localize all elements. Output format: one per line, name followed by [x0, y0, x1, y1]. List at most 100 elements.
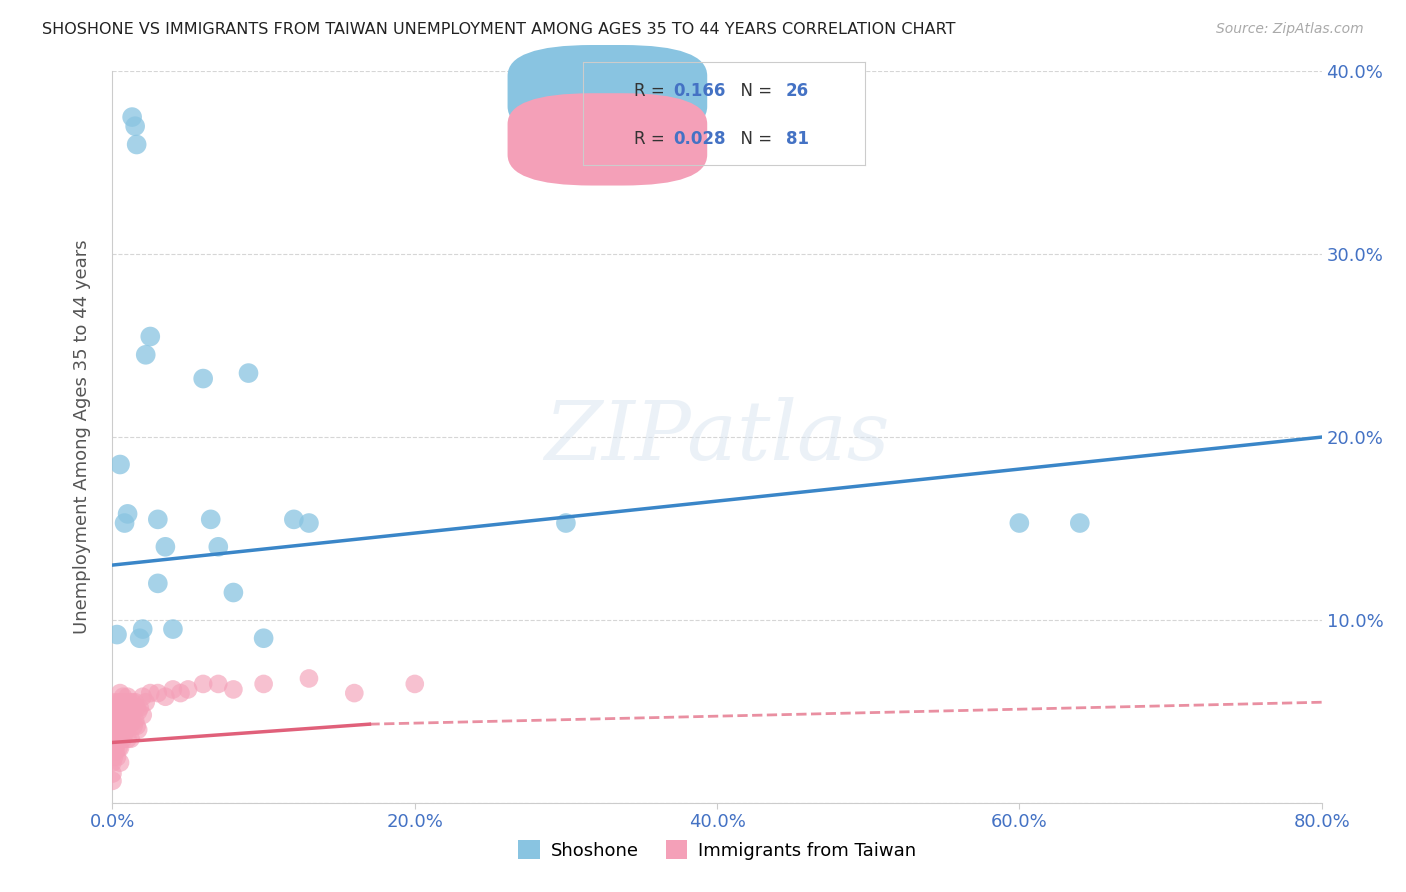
Point	[107, 714, 129, 728]
Point	[110, 726, 132, 740]
Point	[120, 700, 142, 714]
Text: N =: N =	[730, 130, 778, 148]
Point	[132, 690, 155, 704]
Point	[105, 723, 128, 737]
Point	[115, 700, 138, 714]
Point	[101, 766, 124, 780]
Point	[101, 705, 124, 719]
Point	[139, 329, 162, 343]
Point	[108, 700, 131, 714]
Point	[127, 705, 149, 719]
Point	[104, 731, 127, 746]
Point	[191, 371, 214, 385]
Point	[283, 512, 305, 526]
Point	[108, 740, 131, 755]
Point	[114, 726, 136, 740]
Point	[128, 632, 150, 646]
Point	[298, 516, 321, 530]
Text: R =: R =	[634, 82, 671, 100]
Point	[139, 686, 162, 700]
Point	[121, 110, 143, 124]
Point	[112, 690, 135, 704]
Point	[253, 632, 276, 646]
Point	[117, 690, 139, 704]
Point	[101, 740, 124, 755]
Point	[103, 740, 125, 755]
Point	[120, 717, 142, 731]
Point	[118, 714, 141, 728]
Point	[146, 512, 169, 526]
Point	[114, 516, 136, 530]
Point	[103, 750, 125, 764]
Point	[101, 773, 124, 788]
Point	[169, 686, 191, 700]
Point	[222, 585, 245, 599]
Y-axis label: Unemployment Among Ages 35 to 44 years: Unemployment Among Ages 35 to 44 years	[73, 240, 91, 634]
Point	[118, 695, 141, 709]
Text: 81: 81	[786, 130, 808, 148]
Point	[120, 731, 142, 746]
Point	[200, 512, 222, 526]
Point	[105, 750, 128, 764]
Point	[1069, 516, 1091, 530]
Point	[207, 677, 229, 691]
Point	[222, 682, 245, 697]
Point	[112, 705, 135, 719]
Point	[127, 723, 149, 737]
Point	[162, 682, 184, 697]
Point	[146, 576, 169, 591]
Point	[114, 695, 136, 709]
Point	[155, 540, 177, 554]
Point	[107, 695, 129, 709]
Point	[105, 708, 128, 723]
Point	[238, 366, 260, 380]
Point	[114, 710, 136, 724]
Point	[101, 726, 124, 740]
Point	[162, 622, 184, 636]
Point	[125, 137, 148, 152]
Point	[105, 737, 128, 751]
Point	[105, 627, 128, 641]
Point	[122, 700, 145, 714]
Text: ZIPatlas: ZIPatlas	[544, 397, 890, 477]
FancyBboxPatch shape	[508, 94, 707, 186]
Point	[124, 695, 146, 709]
Text: 0.166: 0.166	[673, 82, 725, 100]
Point	[108, 714, 131, 728]
Point	[132, 622, 155, 636]
Point	[125, 700, 148, 714]
Point	[108, 726, 131, 740]
Point	[122, 719, 145, 733]
Point	[121, 714, 143, 728]
Point	[298, 672, 321, 686]
Point	[207, 540, 229, 554]
Text: 26: 26	[786, 82, 808, 100]
Point	[554, 516, 576, 530]
Point	[121, 695, 143, 709]
Point	[104, 719, 127, 733]
Point	[124, 120, 146, 134]
Point	[107, 726, 129, 740]
Point	[132, 708, 155, 723]
Point	[117, 731, 139, 746]
Point	[253, 677, 276, 691]
Point	[135, 695, 157, 709]
Point	[1008, 516, 1031, 530]
Point	[128, 700, 150, 714]
Point	[125, 719, 148, 733]
Point	[112, 731, 135, 746]
Point	[117, 507, 139, 521]
Point	[101, 745, 124, 759]
Point	[110, 714, 132, 728]
Point	[107, 740, 129, 755]
Point	[191, 677, 214, 691]
Point	[135, 348, 157, 362]
Point	[404, 677, 426, 691]
Point	[117, 719, 139, 733]
Point	[112, 719, 135, 733]
Legend: Shoshone, Immigrants from Taiwan: Shoshone, Immigrants from Taiwan	[510, 833, 924, 867]
Point	[108, 756, 131, 770]
Text: SHOSHONE VS IMMIGRANTS FROM TAIWAN UNEMPLOYMENT AMONG AGES 35 TO 44 YEARS CORREL: SHOSHONE VS IMMIGRANTS FROM TAIWAN UNEMP…	[42, 22, 956, 37]
Point	[101, 714, 124, 728]
Point	[101, 756, 124, 770]
